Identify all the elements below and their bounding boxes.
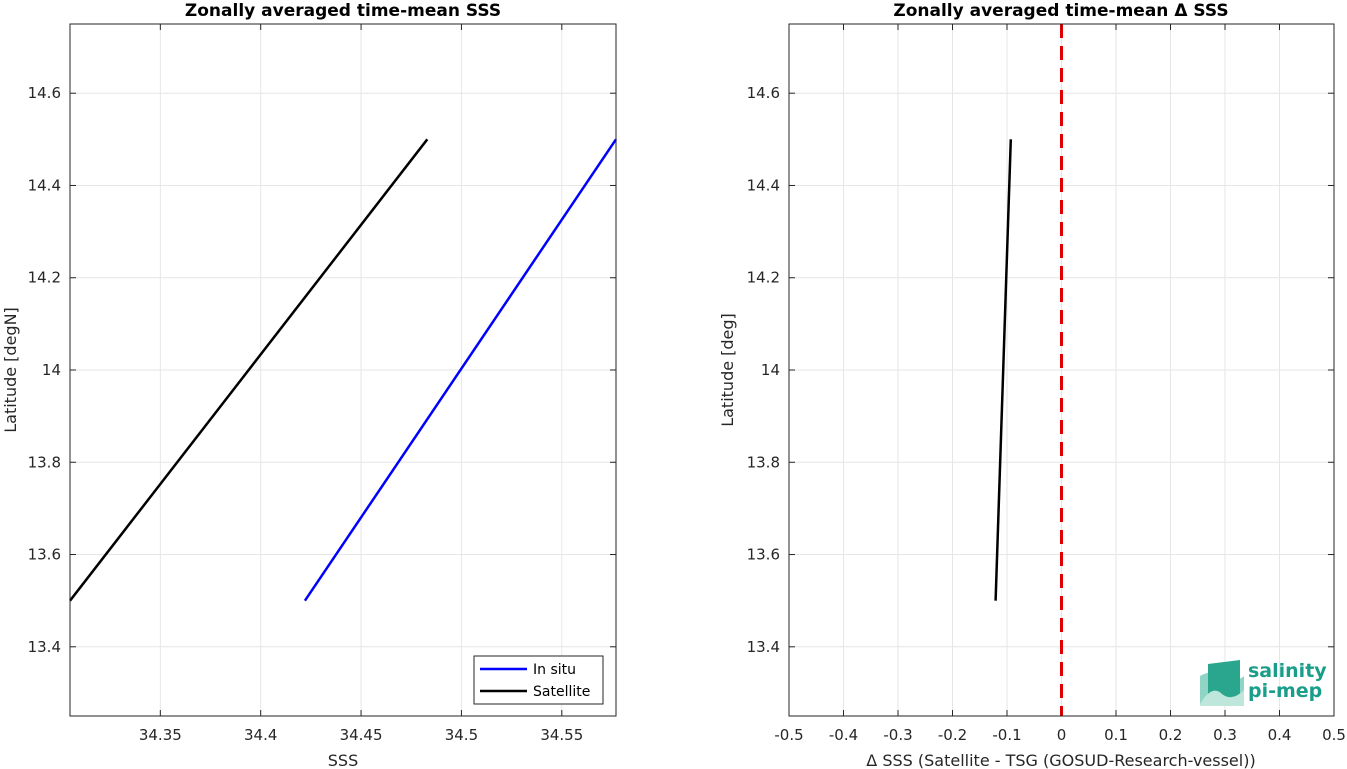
y-tick-label: 13.8 [28,453,61,471]
series-line-satellite [69,138,429,602]
x-tick-label: -0.2 [938,726,967,744]
x-tick-label: 0.2 [1159,726,1183,744]
sss-series [69,138,618,602]
x-tick-label: 34.35 [139,726,182,744]
series-line-in-situ [303,138,618,602]
y-tick-label: 14.6 [747,84,780,102]
x-tick-label: 0.1 [1104,726,1128,744]
series-line-delta-sss [994,139,1013,601]
sss-x-axis-label: SSS [328,751,358,769]
delta-sss-tick-labels: -0.5 -0.4 -0.3 -0.2 -0.1 0 0.1 0.2 0.3 0.4 0.5 13.4… [747,24,1346,744]
legend-in-situ-label: In situ [533,662,576,678]
logo-block [1208,660,1240,700]
logo-wave-front [1200,690,1244,706]
y-tick-label: 13.4 [747,638,780,656]
x-tick-label: 0.5 [1322,726,1346,744]
x-tick-label: 34.5 [445,726,478,744]
y-tick-label: 13.6 [28,546,61,564]
x-tick-label: -0.4 [829,726,858,744]
x-tick-label: 0 [1057,726,1067,744]
delta-sss-x-axis-label: Δ SSS (Satellite - TSG (GOSUD-Research-v… [866,751,1255,769]
sss-legend: In situ Satellite [473,655,604,705]
logo-salinity-text: salinity [1248,660,1327,682]
delta-sss-y-axis-label: Latitude [deg] [718,313,737,427]
x-tick-label: 34.55 [540,726,583,744]
legend-satellite-label: Satellite [533,684,590,700]
x-tick-label: 0.4 [1268,726,1292,744]
sss-panel: 34.35 34.4 34.45 34.5 34.55 13.4 13.6 13.8 14 14.… [1,1,618,769]
salinity-pi-mep-logo: salinity pi-mep [1200,660,1327,706]
sss-grid [70,24,616,716]
y-tick-label: 13.6 [747,546,780,564]
y-tick-label: 14.4 [28,176,61,194]
delta-sss-chart-title: Zonally averaged time-mean Δ SSS [893,1,1228,21]
y-tick-label: 13.8 [747,453,780,471]
delta-sss-series [994,24,1063,716]
y-tick-label: 14 [761,361,780,379]
sss-y-axis-label: Latitude [degN] [1,307,20,433]
y-tick-label: 14.6 [28,84,61,102]
x-tick-label: 34.45 [340,726,383,744]
legend-box [473,655,604,705]
y-tick-label: 14.4 [747,176,780,194]
y-tick-label: 14.2 [747,269,780,287]
y-tick-label: 13.4 [28,638,61,656]
y-tick-label: 14.2 [28,269,61,287]
sss-tick-labels: 34.35 34.4 34.45 34.5 34.55 13.4 13.6 13.8 14 14.… [28,24,616,744]
x-tick-label: 34.4 [244,726,277,744]
logo-pi-mep-text: pi-mep [1248,680,1322,702]
y-tick-label: 14 [42,361,61,379]
x-tick-label: 0.3 [1213,726,1237,744]
delta-sss-panel: -0.5 -0.4 -0.3 -0.2 -0.1 0 0.1 0.2 0.3 0.4 0.5 13.4… [718,1,1346,769]
sss-chart-title: Zonally averaged time-mean SSS [185,1,501,21]
x-tick-label: -0.1 [992,726,1021,744]
x-tick-label: -0.3 [883,726,912,744]
x-tick-label: -0.5 [774,726,803,744]
